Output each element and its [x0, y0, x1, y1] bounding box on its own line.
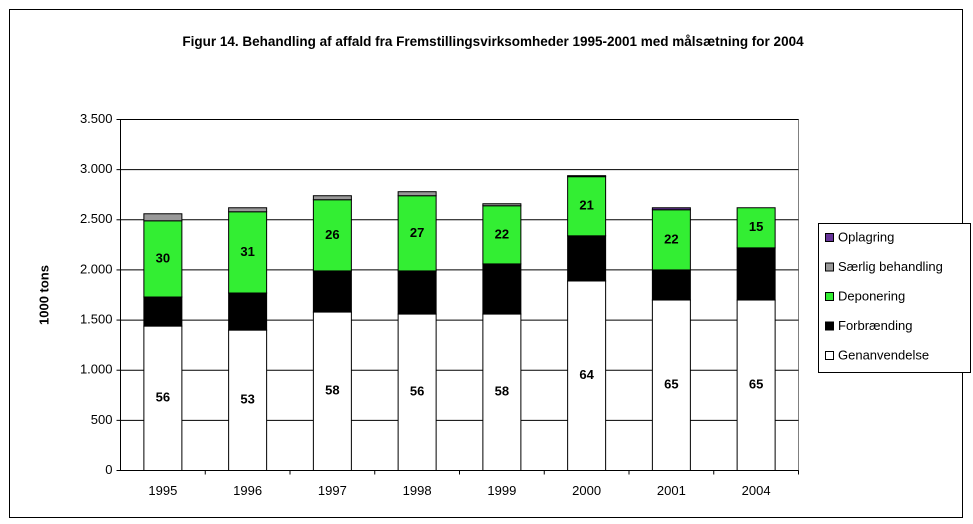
y-tick-label: 500 — [91, 412, 113, 427]
y-tick-label: 1.000 — [80, 362, 113, 377]
chart-title: Figur 14. Behandling af affald fra Frems… — [182, 34, 804, 49]
data-label: 27 — [410, 225, 424, 240]
y-tick-label: 2.500 — [80, 211, 113, 226]
data-label: 31 — [240, 244, 254, 259]
legend-label: Særlig behandling — [838, 259, 943, 274]
legend-swatch — [825, 292, 834, 301]
y-tick-label: 2.000 — [80, 261, 113, 276]
data-label: 19 — [495, 280, 509, 295]
bar-segment — [397, 191, 437, 197]
bar-segment — [651, 299, 691, 471]
bar-segment — [312, 195, 352, 201]
bar-segment — [736, 207, 776, 249]
data-label: 21 — [579, 198, 593, 213]
x-tick-label: 2004 — [742, 483, 771, 498]
data-label: 15 — [410, 284, 424, 299]
data-label: 22 — [664, 231, 678, 246]
data-label: 14 — [240, 303, 255, 318]
bar-segment — [567, 280, 607, 471]
legend-swatch — [825, 233, 834, 242]
x-tick-label: 2001 — [657, 483, 686, 498]
data-label: 12 — [664, 276, 678, 291]
bar-segment — [482, 205, 522, 265]
bar-segment — [736, 247, 776, 301]
y-tick-label: 1.500 — [80, 312, 113, 327]
y-tick-label: 3.000 — [80, 161, 113, 176]
bar-segment — [482, 263, 522, 315]
y-axis-label: 1000 tons — [36, 265, 51, 325]
legend-swatch — [825, 351, 834, 360]
bar-segment — [312, 270, 352, 313]
legend-label: Forbrænding — [838, 318, 912, 333]
bar-segment — [736, 299, 776, 471]
data-label: 65 — [664, 377, 678, 392]
data-label: 65 — [749, 377, 763, 392]
data-label: 58 — [325, 383, 339, 398]
legend-swatch — [825, 321, 834, 331]
y-tick-label: 0 — [105, 462, 112, 477]
bar-segment — [228, 329, 268, 471]
data-label: 26 — [325, 227, 339, 242]
bar-segment — [143, 213, 183, 222]
legend-label: Oplagring — [838, 229, 894, 244]
legend-label: Deponering — [838, 288, 905, 303]
y-tick-label: 3.500 — [80, 111, 113, 126]
bar-segment — [567, 175, 607, 178]
data-label: 30 — [156, 250, 170, 265]
data-label: 56 — [156, 390, 170, 405]
data-label: 56 — [410, 384, 424, 399]
data-label: 64 — [579, 367, 594, 382]
x-tick-label: 1999 — [487, 483, 516, 498]
data-label: 15 — [749, 219, 763, 234]
bar-segment — [482, 203, 522, 207]
x-tick-label: 1996 — [233, 483, 262, 498]
legend-box — [818, 223, 971, 373]
data-label: 11 — [156, 303, 170, 318]
legend-label: Genanvendelse — [838, 347, 929, 362]
bar-segment — [143, 220, 183, 298]
bar-segment — [482, 313, 522, 471]
data-label: 53 — [240, 392, 254, 407]
bar-segment — [651, 207, 691, 211]
data-label: 20 — [749, 265, 763, 280]
data-label: 15 — [579, 250, 593, 265]
bar-segment — [312, 311, 352, 472]
bar-segment — [228, 207, 268, 213]
plot-area — [120, 119, 799, 471]
bar-segment — [312, 199, 352, 272]
x-tick-label: 1995 — [148, 483, 177, 498]
bar-segment — [567, 176, 607, 237]
data-label: 22 — [495, 226, 509, 241]
x-tick-label: 2000 — [572, 483, 601, 498]
legend-swatch — [825, 262, 834, 272]
bar-segment — [651, 209, 691, 271]
bar-segment — [228, 211, 268, 294]
data-label: 14 — [325, 283, 340, 298]
data-label: 58 — [495, 384, 509, 399]
x-tick-label: 1997 — [318, 483, 347, 498]
x-tick-label: 1998 — [403, 483, 432, 498]
